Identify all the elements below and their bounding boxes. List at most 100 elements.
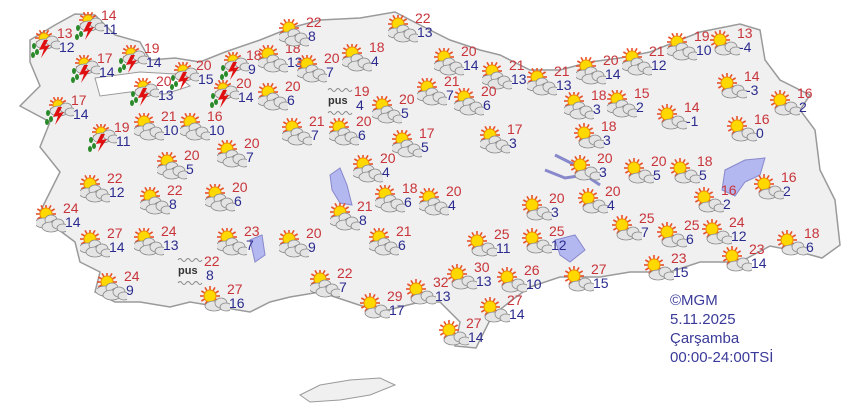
min-temp: 3 [509,135,517,151]
partly-cloudy-icon [80,230,110,258]
min-temp: 7 [641,224,649,240]
min-temp: 14 [509,306,525,322]
sunny-cloud-icon [702,219,732,245]
partly-cloudy-icon [140,187,170,215]
max-temp: 20 [244,135,260,151]
date-label: 5.11.2025 [670,311,736,328]
min-temp: -4 [739,39,752,55]
fog-label: pus [178,265,198,277]
max-temp: 14 [684,99,700,115]
station: 27 14 [439,316,499,352]
thunderstorm-icon [220,52,249,80]
min-temp: 13 [556,77,572,93]
station: 20 3 [522,190,582,227]
max-temp: 22 [204,253,220,269]
min-temp: 10 [696,42,712,58]
max-temp: 16 [721,182,737,198]
min-temp: 11 [103,21,118,37]
max-temp: 15 [634,85,650,101]
station: 21 6 [369,224,429,260]
map-info: ©MGM 5.11.2025 Çarşamba 00:00-24:00TSİ [670,291,773,367]
min-temp: 13 [476,273,492,289]
min-temp: 8 [169,196,177,212]
max-temp: 20 [549,190,565,206]
lake-tuz [329,167,353,206]
station: 16 2 [694,182,754,219]
min-temp: 6 [234,193,242,209]
max-temp: 23 [749,241,765,257]
partly-cloudy-icon [279,230,309,258]
station: 21 10 [134,109,194,145]
station: 32 13 [406,275,466,311]
max-temp: 20 [605,183,621,199]
min-temp: 4 [607,197,615,213]
station: 20 5 [372,92,432,128]
min-temp: 14 [109,239,125,255]
max-temp: 20 [597,150,613,166]
station: 20 7 [297,51,357,87]
min-temp: 8 [206,267,214,283]
station: 24 12 [702,215,762,251]
min-temp: 6 [358,127,366,143]
station: 20 6 [205,180,265,216]
station: 20 14 [576,52,636,89]
min-temp: 14 [238,89,254,105]
station: 20 9 [279,226,339,262]
max-temp: 26 [524,262,540,278]
max-temp: 29 [387,288,403,304]
station: 22 7 [310,266,370,302]
max-temp: 17 [71,92,87,108]
max-temp: 14 [101,7,117,23]
min-temp: 13 [287,54,303,70]
min-temp: 12 [59,39,75,55]
max-temp: 18 [402,180,418,196]
station: 24 9 [97,268,157,305]
sunny-cloud-icon [570,155,600,181]
max-temp: 20 [603,52,619,68]
beysehir-lake [249,234,266,263]
max-temp: 27 [507,292,523,308]
station: 18 6 [777,225,837,262]
station: 18 3 [574,119,634,155]
min-temp: 5 [699,167,707,183]
station: 18 5 [670,154,730,190]
thunderstorm-icon [31,30,60,58]
station: 20 5 [157,148,217,184]
max-temp: 21 [444,73,460,89]
fog-wave-icon [327,111,353,115]
station: 20 4 [578,183,638,220]
sunny-cloud-icon [522,195,552,221]
sunny-cloud-icon [439,320,469,346]
min-temp: 2 [723,196,731,212]
station: 24 13 [134,224,194,260]
sunny-cloud-icon [717,73,747,99]
min-temp: 4 [356,97,364,113]
cyprus-outline [299,377,397,403]
station: 20 6 [258,79,318,115]
min-temp: 5 [186,161,194,177]
station: 16 0 [727,112,787,148]
max-temp: 30 [474,259,490,275]
partly-cloudy-icon [392,130,422,158]
max-temp: 19 [144,40,160,56]
max-temp: 18 [804,225,820,241]
min-temp: 16 [229,295,245,311]
min-temp: 14 [146,54,162,70]
sunny-cloud-icon [754,174,784,200]
station: 22 12 [80,171,140,207]
max-temp: 13 [737,25,753,41]
min-temp: 11 [116,133,131,149]
sunny-cloud-icon [480,297,510,323]
station: pus 19 4 [327,84,387,120]
max-temp: 24 [124,268,140,284]
thunderstorm-icon [45,97,74,125]
min-temp: 9 [248,61,256,77]
sunny-cloud-icon [644,255,674,281]
max-temp: 16 [797,85,813,101]
partly-cloudy-icon [434,48,464,76]
station: 13 12 [30,26,90,62]
partly-cloudy-icon [454,88,484,116]
partly-cloudy-icon [353,155,383,183]
min-temp: 5 [653,167,661,183]
min-temp: 13 [435,288,451,304]
